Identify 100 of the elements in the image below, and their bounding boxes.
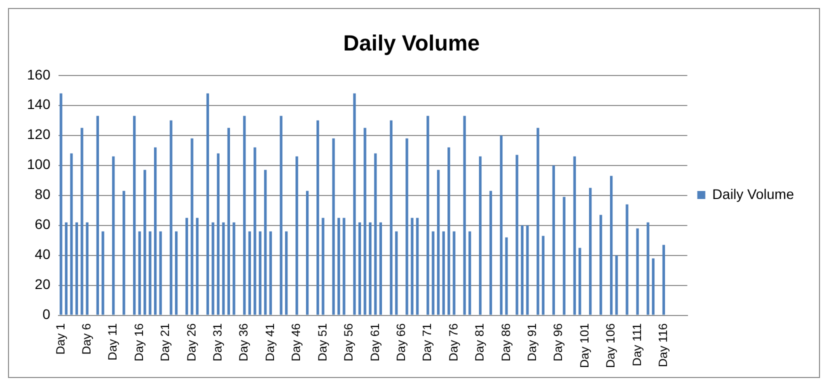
bar (520, 225, 524, 315)
x-tick-label: Day 16 (132, 322, 146, 362)
bar (212, 222, 214, 315)
x-tick-label: Day 11 (106, 322, 120, 360)
chart-title: Daily Volume (343, 30, 480, 56)
bar (285, 231, 288, 315)
x-tick-label: Day 86 (498, 322, 513, 362)
bar (337, 218, 340, 315)
bar (296, 156, 298, 315)
bar (80, 128, 84, 315)
bar (232, 222, 236, 315)
bar (316, 120, 320, 315)
x-tick-label: Day 96 (551, 322, 566, 362)
y-tick-label: 140 (27, 96, 51, 112)
bar (96, 116, 99, 315)
bar (442, 231, 445, 315)
y-tick-label: 80 (34, 186, 51, 202)
legend-label: Daily Volume (712, 186, 794, 202)
bar (626, 204, 628, 315)
bar (526, 225, 529, 315)
bar (395, 231, 398, 315)
bar (662, 244, 666, 315)
bar (196, 218, 199, 315)
bar (390, 120, 392, 315)
y-tick-label: 100 (27, 156, 51, 172)
bar (536, 128, 540, 315)
bar (489, 190, 492, 315)
bar (170, 120, 172, 315)
y-tick-label: 40 (34, 246, 51, 262)
x-tick-label: Day 46 (289, 322, 304, 362)
bar (448, 147, 450, 315)
bar (636, 228, 639, 315)
bar (478, 156, 482, 315)
bar (452, 231, 456, 315)
y-tick-label: 160 (27, 66, 51, 82)
bar (358, 222, 362, 315)
bar (75, 222, 78, 315)
bar (374, 153, 377, 315)
bar (227, 128, 230, 315)
bar (589, 188, 592, 315)
bar (463, 116, 466, 315)
bar (468, 231, 472, 315)
bar (353, 93, 356, 315)
bar (500, 135, 503, 315)
bar (437, 170, 440, 315)
bar (86, 222, 88, 315)
x-tick-label: Day 36 (236, 322, 251, 362)
bar (206, 93, 210, 315)
bar (258, 231, 262, 315)
bar (379, 222, 382, 315)
y-tick-label: 60 (34, 216, 51, 232)
bar (159, 231, 162, 315)
bar (410, 218, 414, 315)
bar (552, 165, 555, 315)
x-tick-label: Day 66 (394, 322, 408, 362)
bar (368, 222, 372, 315)
x-tick-label: Day 1 (53, 322, 68, 355)
bar (264, 170, 267, 315)
bar (578, 248, 582, 315)
bar (70, 153, 73, 315)
bar (600, 214, 602, 315)
bar (254, 147, 256, 315)
bar (652, 258, 655, 315)
bar (138, 231, 141, 315)
bar (269, 231, 272, 315)
bar (610, 176, 613, 315)
bar (406, 138, 408, 315)
x-tick-label: Day 116 (656, 322, 670, 368)
bar (505, 237, 508, 315)
bar (646, 222, 650, 315)
bar (342, 218, 346, 315)
x-tick-label: Day 101 (577, 322, 592, 368)
x-tick-label: Day 111 (630, 322, 644, 366)
bar (322, 218, 324, 315)
bar (280, 116, 282, 315)
bar (144, 170, 146, 315)
bar (432, 231, 434, 315)
bar (60, 93, 62, 315)
x-tick-label: Day 61 (368, 322, 382, 362)
x-tick-label: Day 81 (472, 322, 487, 362)
bar (332, 138, 335, 315)
x-tick-label: Day 21 (158, 322, 172, 362)
bar (174, 231, 178, 315)
y-tick-label: 20 (34, 276, 51, 292)
x-tick-label: Day 106 (604, 322, 618, 368)
x-tick-label: Day 91 (524, 322, 539, 362)
x-tick-label: Day 76 (446, 322, 460, 362)
bar (364, 128, 366, 315)
bar (190, 138, 194, 315)
bar (216, 153, 220, 315)
bar (148, 231, 152, 315)
bar (416, 218, 419, 315)
bar (102, 231, 104, 315)
bar (516, 154, 518, 315)
bar (306, 190, 309, 315)
bar (562, 196, 566, 315)
x-tick-label: Day 56 (342, 322, 356, 362)
x-tick-label: Day 41 (262, 322, 277, 362)
x-tick-label: Day 51 (315, 322, 330, 362)
bar (133, 116, 136, 315)
